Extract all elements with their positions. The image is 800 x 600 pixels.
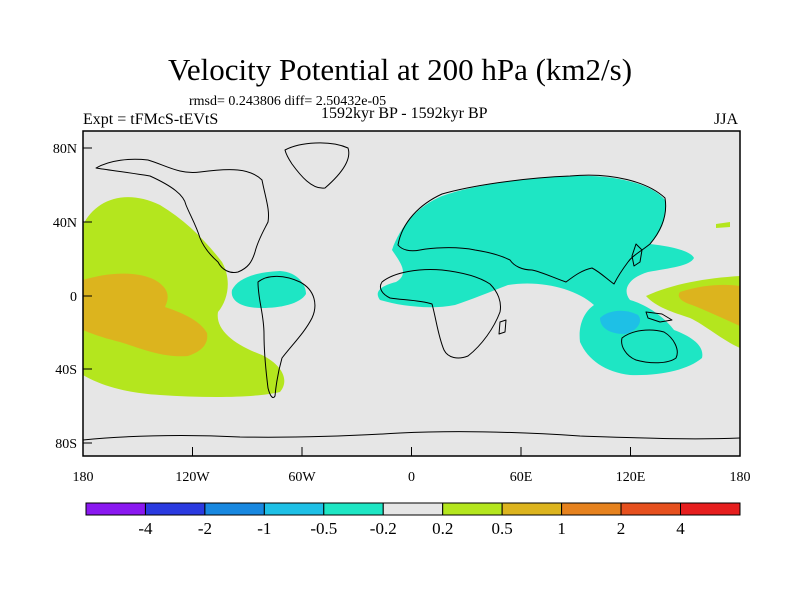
- coastline-north-america: [95, 158, 269, 273]
- stats-label: rmsd= 0.243806 diff= 2.50432e-05: [189, 94, 387, 109]
- colorbar-label: 1: [557, 519, 566, 538]
- lon-tick-label: 180: [73, 470, 94, 485]
- colorbar-label: -0.5: [310, 519, 337, 538]
- lon-tick-label: 180: [730, 470, 751, 485]
- colorbar-swatch: [680, 502, 741, 516]
- colorbar-swatch: [620, 502, 681, 516]
- colorbar-label: 4: [676, 519, 685, 538]
- lat-tick-label: 80S: [55, 437, 77, 452]
- coastline-antarctica: [83, 431, 740, 441]
- coastline-japan: [631, 243, 643, 267]
- colorbar-label: -4: [138, 519, 153, 538]
- coastline-eurasia: [397, 174, 667, 285]
- map-panel: [83, 131, 740, 456]
- coastline-madagascar: [498, 319, 507, 335]
- coastline-new-guinea: [645, 311, 673, 323]
- contour-region-east-pacific-strong: [83, 273, 208, 357]
- lon-tick-label: 120W: [175, 470, 210, 485]
- colorbar: [85, 502, 741, 516]
- colorbar-label: -2: [198, 519, 212, 538]
- colorbar-label: 2: [617, 519, 626, 538]
- colorbar-swatch: [561, 502, 622, 516]
- lon-tick-label: 0: [408, 470, 415, 485]
- colorbar-swatch: [382, 502, 444, 516]
- colorbar-swatch: [323, 502, 384, 516]
- lat-tick-label: 40S: [55, 363, 77, 378]
- colorbar-swatch: [204, 502, 265, 516]
- axis-ticks: [82, 147, 741, 456]
- coastline-south-america: [257, 275, 316, 399]
- contour-region-west-pacific-strong: [678, 284, 740, 326]
- lon-tick-label: 60W: [288, 470, 316, 485]
- coastline-greenland: [284, 142, 350, 189]
- lat-tick-label: 0: [70, 290, 77, 305]
- lon-tick-labels: 180 120W 60W 0 60E 120E 180: [73, 470, 751, 485]
- coastline-australia: [621, 329, 678, 364]
- lat-tick-label: 40N: [53, 216, 77, 231]
- period-label: 1592kyr BP - 1592kyr BP: [321, 105, 488, 122]
- lon-tick-label: 60E: [510, 470, 533, 485]
- experiment-label: Expt = tFMcS-tEVtS: [83, 111, 219, 128]
- colorbar-label: 0.2: [432, 519, 453, 538]
- contour-region-central-america-negative: [231, 271, 306, 308]
- chart-title: Velocity Potential at 200 hPa (km2/s): [167, 52, 633, 87]
- colorbar-swatch: [263, 502, 325, 516]
- colorbar-label: -1: [257, 519, 271, 538]
- contour-region-indonesia-strong-negative: [600, 310, 641, 334]
- colorbar-swatch: [85, 502, 146, 516]
- colorbar-label: -0.2: [370, 519, 397, 538]
- contour-region-east-pacific-positive: [83, 197, 285, 397]
- contour-region-small-positive: [716, 222, 730, 228]
- colorbar-swatch: [442, 502, 503, 516]
- coastlines: [83, 142, 740, 441]
- lat-tick-label: 80N: [53, 142, 77, 157]
- colorbar-swatch: [144, 502, 206, 516]
- lat-tick-labels: 80N 40N 0 40S 80S: [53, 142, 77, 452]
- colorbar-label: 0.5: [492, 519, 513, 538]
- lon-tick-label: 120E: [616, 470, 646, 485]
- colorbar-swatch: [501, 502, 563, 516]
- season-label: JJA: [713, 111, 738, 128]
- coastline-africa: [379, 269, 501, 359]
- colorbar-labels: -4 -2 -1 -0.5 -0.2 0.2 0.5 1 2 4: [138, 519, 685, 538]
